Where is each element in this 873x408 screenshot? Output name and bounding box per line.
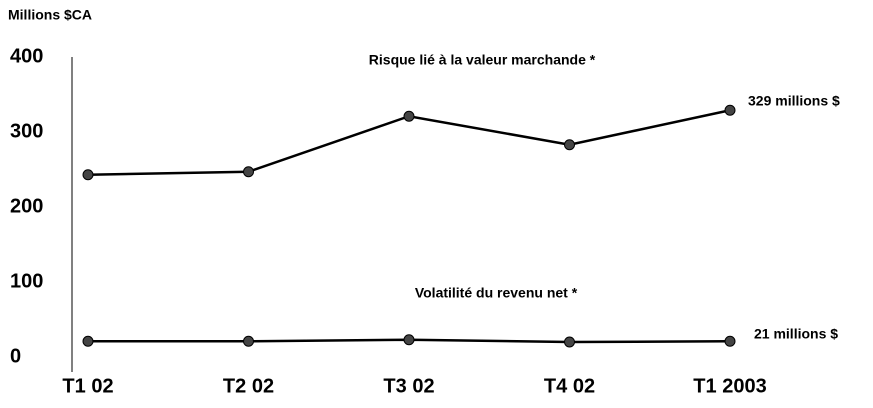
data-point	[564, 336, 575, 348]
x-tick-label: T4 02	[544, 375, 595, 397]
data-point	[82, 169, 94, 181]
data-point	[724, 335, 736, 347]
y-axis-label: Millions $CA	[8, 7, 92, 23]
y-tick-label: 0	[10, 345, 21, 367]
y-tick-label: 400	[10, 45, 43, 67]
data-point	[403, 110, 415, 122]
data-point	[564, 139, 575, 151]
y-tick-label: 100	[10, 270, 43, 292]
end-label: 329 millions $	[748, 93, 840, 109]
y-tick-label: 300	[10, 120, 43, 142]
data-point	[724, 104, 736, 116]
y-tick-label: 200	[10, 195, 43, 217]
end-label: 21 millions $	[754, 326, 838, 342]
x-tick-label: T1 02	[62, 375, 113, 397]
x-tick-label: T1 2003	[693, 375, 766, 397]
x-tick-label: T3 02	[383, 375, 434, 397]
data-point	[243, 335, 254, 347]
data-point	[82, 335, 94, 347]
series-label: Volatilité du revenu net *	[415, 285, 578, 301]
data-point	[243, 166, 254, 178]
x-tick-label: T2 02	[223, 375, 274, 397]
series-label: Risque lié à la valeur marchande *	[369, 52, 596, 68]
data-point	[403, 334, 415, 346]
